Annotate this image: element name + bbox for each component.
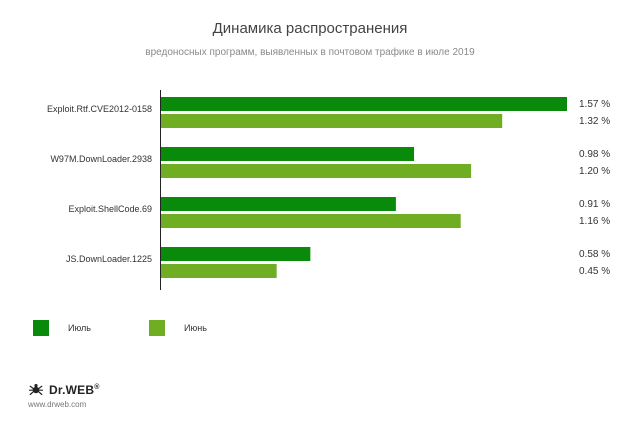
value-label-exploit-shellcode-69-june: 1.16 %	[579, 216, 610, 227]
brand-registered-mark: ®	[94, 384, 100, 391]
bar-w97m-downloader-2938-june	[160, 164, 472, 178]
bar-js-downloader-1225-june	[160, 264, 277, 278]
bar-exploit-rtf-cve2012-0158-july	[160, 97, 567, 111]
bar-exploit-rtf-cve2012-0158-june	[160, 114, 503, 128]
bar-exploit-shellcode-69-july	[160, 197, 396, 211]
legend-label-june: Июнь	[184, 323, 207, 333]
bar-w97m-downloader-2938-july	[160, 147, 415, 161]
brand-name: Dr.WEB®	[49, 383, 100, 397]
bar-exploit-shellcode-69-june	[160, 214, 461, 228]
bar-js-downloader-1225-july	[160, 247, 311, 261]
value-label-w97m-downloader-2938-july: 0.98 %	[579, 149, 610, 160]
category-label-exploit-shellcode-69: Exploit.ShellCode.69	[68, 204, 152, 214]
legend-swatch-june	[149, 320, 165, 336]
category-label-js-downloader-1225: JS.DownLoader.1225	[66, 254, 152, 264]
chart-title: Динамика распространения	[212, 20, 408, 37]
category-label-w97m-downloader-2938: W97M.DownLoader.2938	[50, 154, 152, 164]
value-label-exploit-rtf-cve2012-0158-june: 1.32 %	[579, 116, 610, 127]
website-link[interactable]: www.drweb.com	[28, 400, 87, 409]
chart-subtitle: вредоносных программ, выявленных в почто…	[145, 47, 475, 58]
value-label-exploit-shellcode-69-july: 0.91 %	[579, 199, 610, 210]
value-label-w97m-downloader-2938-june: 1.20 %	[579, 166, 610, 177]
legend-label-july: Июль	[68, 323, 91, 333]
value-label-js-downloader-1225-july: 0.58 %	[579, 249, 610, 260]
value-label-js-downloader-1225-june: 0.45 %	[579, 266, 610, 277]
legend-swatch-july	[33, 320, 49, 336]
value-label-exploit-rtf-cve2012-0158-july: 1.57 %	[579, 99, 610, 110]
category-label-exploit-rtf-cve2012-0158: Exploit.Rtf.CVE2012-0158	[47, 104, 152, 114]
drweb-logo: Dr.WEB®	[28, 382, 100, 398]
spider-icon	[28, 384, 44, 396]
